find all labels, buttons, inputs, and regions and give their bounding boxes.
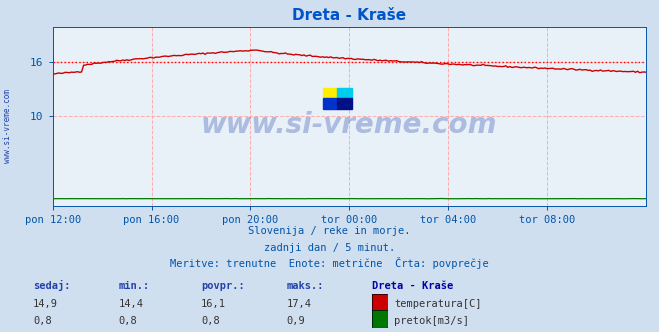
Text: www.si-vreme.com: www.si-vreme.com <box>3 89 13 163</box>
Bar <box>337 88 352 98</box>
Text: 14,4: 14,4 <box>119 299 144 309</box>
Text: povpr.:: povpr.: <box>201 281 244 291</box>
Text: www.si-vreme.com: www.si-vreme.com <box>201 111 498 139</box>
Bar <box>322 98 337 109</box>
Text: Dreta - Kraše: Dreta - Kraše <box>372 281 453 291</box>
Bar <box>337 98 352 109</box>
Text: 0,8: 0,8 <box>119 316 137 326</box>
Text: zadnji dan / 5 minut.: zadnji dan / 5 minut. <box>264 243 395 253</box>
Text: 0,9: 0,9 <box>287 316 305 326</box>
Text: Meritve: trenutne  Enote: metrične  Črta: povprečje: Meritve: trenutne Enote: metrične Črta: … <box>170 257 489 269</box>
Text: 14,9: 14,9 <box>33 299 58 309</box>
Text: Slovenija / reke in morje.: Slovenija / reke in morje. <box>248 226 411 236</box>
Text: pretok[m3/s]: pretok[m3/s] <box>394 316 469 326</box>
Text: maks.:: maks.: <box>287 281 324 291</box>
Text: min.:: min.: <box>119 281 150 291</box>
Text: 0,8: 0,8 <box>33 316 51 326</box>
Text: temperatura[C]: temperatura[C] <box>394 299 482 309</box>
Text: 0,8: 0,8 <box>201 316 219 326</box>
Text: 17,4: 17,4 <box>287 299 312 309</box>
Text: 16,1: 16,1 <box>201 299 226 309</box>
Text: sedaj:: sedaj: <box>33 280 71 291</box>
Bar <box>322 88 337 98</box>
Title: Dreta - Kraše: Dreta - Kraše <box>292 8 407 23</box>
